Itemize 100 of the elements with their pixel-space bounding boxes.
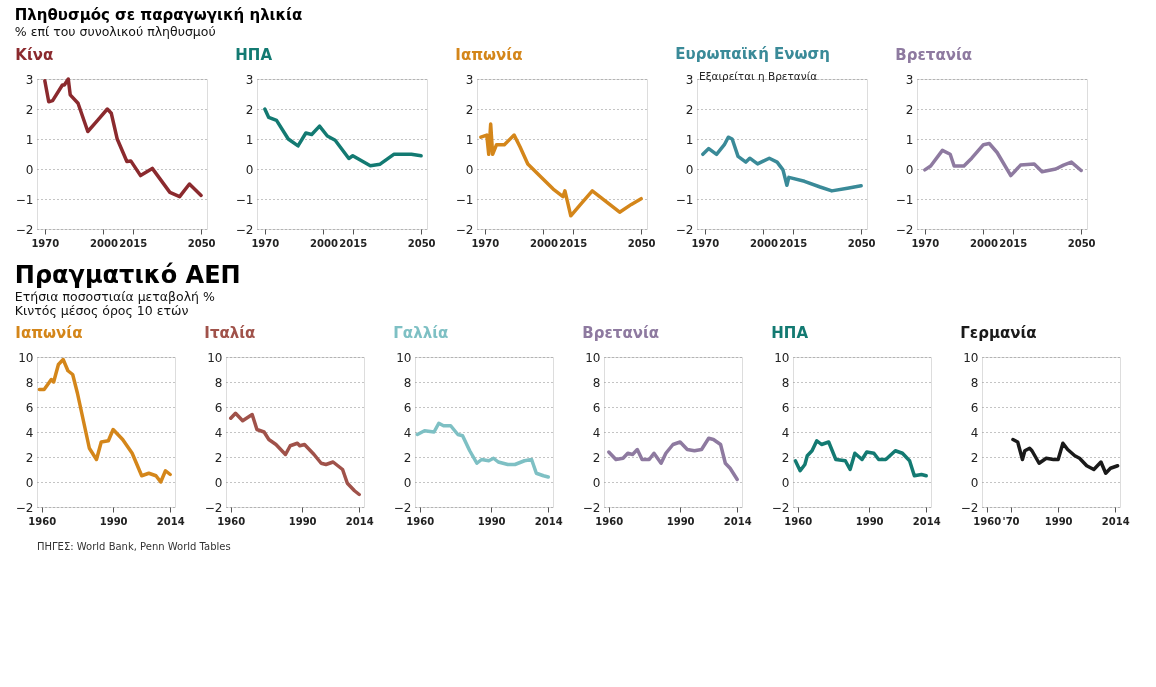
y-tick-label: 6 [781, 400, 790, 415]
y-tick-label: −2 [455, 222, 474, 237]
x-tick-label: 1960 [595, 515, 624, 527]
x-tick-label: 1970 [31, 237, 60, 249]
y-tick-label: 6 [214, 400, 223, 415]
series-label: Κίνα [15, 46, 54, 64]
y-tick-label: 2 [465, 102, 474, 117]
x-tick-label: 2014 [912, 515, 941, 527]
x-tick-label: 1990 [855, 515, 884, 527]
text: Γερμανία [960, 324, 1037, 342]
y-tick-label: 4 [214, 425, 223, 440]
x-tick-label: 1960 [406, 515, 435, 527]
y-tick-label: 0 [592, 475, 601, 490]
chart-subtitle: Ετήσια ποσοστιαία μεταβολή % [14, 288, 216, 304]
line-series [415, 421, 550, 479]
x-tick-label: 2000 [530, 237, 558, 249]
y-tick-label: 2 [25, 102, 34, 117]
x-tick-label: 1960 [784, 515, 813, 527]
y-tick-label: −2 [895, 222, 914, 237]
x-tick-label: 2050 [847, 237, 876, 249]
y-tick-label: 2 [685, 102, 694, 117]
text: ΗΠΑ [771, 324, 809, 342]
y-tick-label: −1 [895, 192, 914, 207]
y-tick-label: 2 [970, 450, 979, 465]
y-tick-label: 8 [970, 375, 979, 390]
y-tick-label: −2 [15, 222, 34, 237]
y-tick-label: 1 [25, 132, 34, 147]
y-tick-label: 6 [25, 400, 34, 415]
text: Ιταλία [204, 324, 256, 342]
x-tick-label: 1990 [99, 515, 128, 527]
x-tick-label: 1970 [471, 237, 500, 249]
x-tick-label: 2014 [723, 515, 752, 527]
line-series [1011, 437, 1120, 475]
y-tick-label: 2 [245, 102, 254, 117]
x-tick-label: 2015 [559, 237, 588, 249]
y-tick-label: −2 [582, 500, 601, 515]
y-tick-label: 8 [25, 375, 34, 390]
text: Κιντός μέσος όρος 10 ετών [14, 303, 189, 318]
y-tick-label: 0 [245, 162, 254, 177]
text: Γαλλία [393, 324, 449, 342]
x-tick-label: 2014 [345, 515, 374, 527]
y-tick-label: 4 [970, 425, 979, 440]
line-series [923, 141, 1083, 178]
line-series [263, 107, 423, 168]
y-tick-label: 6 [592, 400, 601, 415]
y-tick-label: 3 [905, 72, 914, 87]
x-tick-label: 1960 [973, 515, 1002, 527]
chart-subtitle: % επί του συνολικού πληθυσμού [14, 24, 216, 39]
y-tick-label: −2 [204, 500, 223, 515]
x-tick-label: 2000 [90, 237, 118, 249]
y-tick-label: 1 [245, 132, 254, 147]
text: Βρετανία [582, 324, 660, 342]
y-tick-label: −2 [960, 500, 979, 515]
x-tick-label: 2015 [119, 237, 148, 249]
y-tick-label: 4 [781, 425, 790, 440]
line-series [793, 439, 928, 478]
y-tick-label: 0 [25, 162, 34, 177]
y-tick-label: 0 [25, 475, 34, 490]
series-label: Ιαπωνία [15, 324, 83, 342]
text: Ιαπωνία [455, 46, 523, 64]
text: ΗΠΑ [235, 46, 273, 64]
x-tick-label: 2014 [1101, 515, 1130, 527]
y-tick-label: 8 [403, 375, 412, 390]
y-tick-label: 1 [905, 132, 914, 147]
x-tick-label: '70 [1002, 515, 1020, 527]
y-tick-label: 10 [963, 350, 979, 365]
y-tick-label: 6 [970, 400, 979, 415]
x-tick-label: 2015 [339, 237, 368, 249]
y-tick-label: 8 [781, 375, 790, 390]
y-tick-label: −2 [771, 500, 790, 515]
y-tick-label: 0 [970, 475, 979, 490]
x-tick-label: 1960 [217, 515, 246, 527]
y-tick-label: 8 [214, 375, 223, 390]
line-series [229, 411, 361, 497]
line-series [37, 357, 172, 484]
x-tick-label: 1970 [691, 237, 720, 249]
text: Ευρωπαϊκή Ενωση [675, 45, 830, 63]
x-tick-label: 1990 [666, 515, 695, 527]
line-series [479, 122, 643, 218]
x-tick-label: 1990 [288, 515, 317, 527]
x-tick-label: 2050 [407, 237, 436, 249]
x-tick-label: 2014 [156, 515, 185, 527]
y-tick-label: 0 [465, 162, 474, 177]
x-tick-label: 2050 [627, 237, 656, 249]
y-tick-label: 0 [781, 475, 790, 490]
y-tick-label: 4 [403, 425, 412, 440]
y-tick-label: −2 [15, 500, 34, 515]
y-tick-label: 2 [592, 450, 601, 465]
line-series [607, 436, 739, 482]
y-tick-label: 0 [905, 162, 914, 177]
line-series [43, 77, 203, 199]
x-tick-label: 2050 [1067, 237, 1096, 249]
y-tick-label: −1 [235, 192, 254, 207]
chart-title: Πληθυσμός σε παραγωγική ηλικία [14, 6, 303, 24]
line-series [701, 135, 863, 193]
y-tick-label: −1 [455, 192, 474, 207]
y-tick-label: 2 [25, 450, 34, 465]
chart-title: Πραγματικό ΑΕΠ [14, 260, 241, 289]
text: ΠΗΓΕΣ: World Bank, Penn World Tables [37, 541, 231, 552]
y-tick-label: 4 [592, 425, 601, 440]
